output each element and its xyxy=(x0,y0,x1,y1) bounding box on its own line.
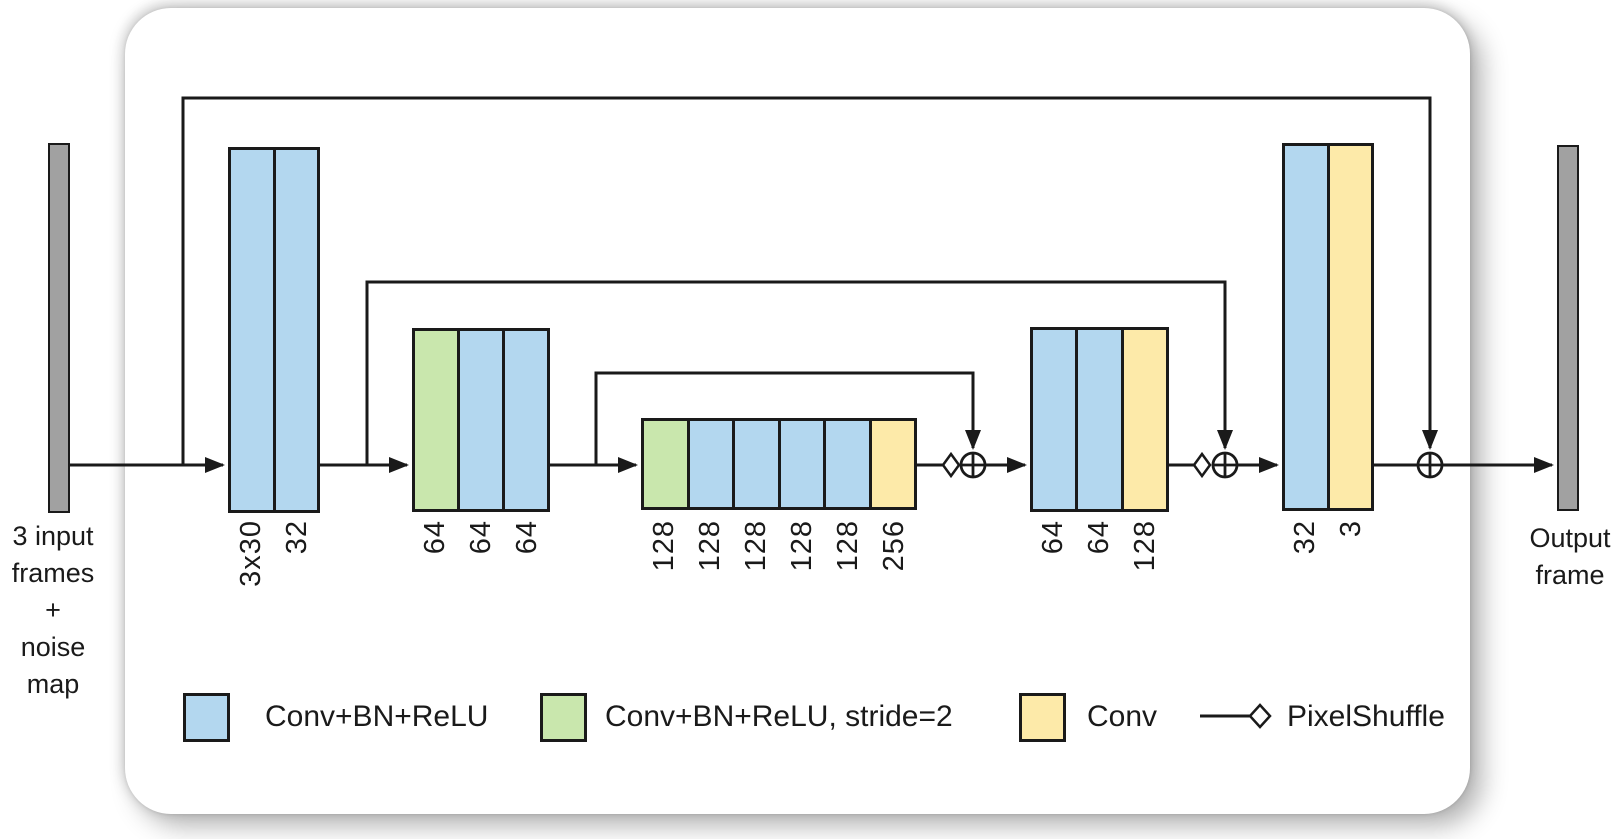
layer-column-yellow xyxy=(868,421,914,507)
layer-column-blue xyxy=(777,421,823,507)
bottleneck-block xyxy=(641,418,917,510)
encoder-block-1-labels: 3x30 32 xyxy=(228,520,320,587)
decoder-block-1 xyxy=(1030,327,1169,512)
legend-swatch-conv-bn-relu-stride2 xyxy=(540,693,587,742)
channel-count-label: 128 xyxy=(1129,520,1162,572)
channel-count-label: 32 xyxy=(1288,520,1321,555)
channel-count-label: 128 xyxy=(739,520,772,572)
encoder-block-1 xyxy=(228,147,320,513)
layer-column-yellow xyxy=(1326,146,1371,508)
output-frame-bar xyxy=(1557,145,1579,511)
layer-column-blue xyxy=(502,331,547,509)
layer-column-blue xyxy=(732,421,778,507)
encoder-block-2-labels: 64 64 64 xyxy=(412,520,550,554)
decoder-block-2-labels: 32 3 xyxy=(1282,520,1374,554)
layer-column-blue xyxy=(272,150,317,510)
layer-column-blue xyxy=(686,421,732,507)
legend-label-conv: Conv xyxy=(1087,700,1158,733)
channel-count-label: 64 xyxy=(1082,520,1115,555)
channel-count-label: 256 xyxy=(877,520,910,572)
channel-count-label: 3 xyxy=(1334,520,1367,538)
layer-column-blue xyxy=(231,150,273,510)
channel-count-label: 128 xyxy=(647,520,680,572)
pixelshuffle-legend-icon xyxy=(1200,703,1272,729)
input-frames-bar xyxy=(48,143,70,513)
diagram-card xyxy=(125,8,1470,814)
legend-label-conv-bn-relu: Conv+BN+ReLU xyxy=(265,700,489,733)
decoder-block-2 xyxy=(1282,143,1374,511)
legend-label-pixelshuffle: PixelShuffle xyxy=(1287,700,1445,733)
output-frame-label: Output frame xyxy=(1529,523,1611,590)
channel-count-label: 32 xyxy=(280,520,313,555)
layer-column-yellow xyxy=(1120,330,1166,509)
decoder-block-1-labels: 64 64 128 xyxy=(1030,520,1169,571)
legend-swatch-conv-bn-relu xyxy=(183,693,230,742)
encoder-block-2 xyxy=(412,328,550,512)
channel-count-label: 128 xyxy=(693,520,726,572)
channel-count-label: 64 xyxy=(464,520,497,555)
bottleneck-block-labels: 128 128 128 128 128 256 xyxy=(641,520,917,571)
channel-count-label: 64 xyxy=(418,520,451,555)
layer-column-green xyxy=(644,421,687,507)
channel-count-label: 128 xyxy=(831,520,864,572)
legend-label-conv-bn-relu-stride2: Conv+BN+ReLU, stride=2 xyxy=(605,700,953,733)
layer-column-green xyxy=(415,331,457,509)
channel-count-label: 64 xyxy=(1036,520,1069,555)
layer-column-blue xyxy=(457,331,502,509)
channel-count-label: 64 xyxy=(510,520,543,555)
input-frames-label: 3 input frames + noise map xyxy=(11,521,95,699)
channel-count-label: 3x30 xyxy=(234,520,267,587)
legend-swatch-conv xyxy=(1019,693,1066,742)
layer-column-blue xyxy=(1033,330,1076,509)
layer-column-blue xyxy=(823,421,869,507)
channel-count-label: 128 xyxy=(785,520,818,572)
layer-column-blue xyxy=(1285,146,1327,508)
layer-column-blue xyxy=(1075,330,1121,509)
